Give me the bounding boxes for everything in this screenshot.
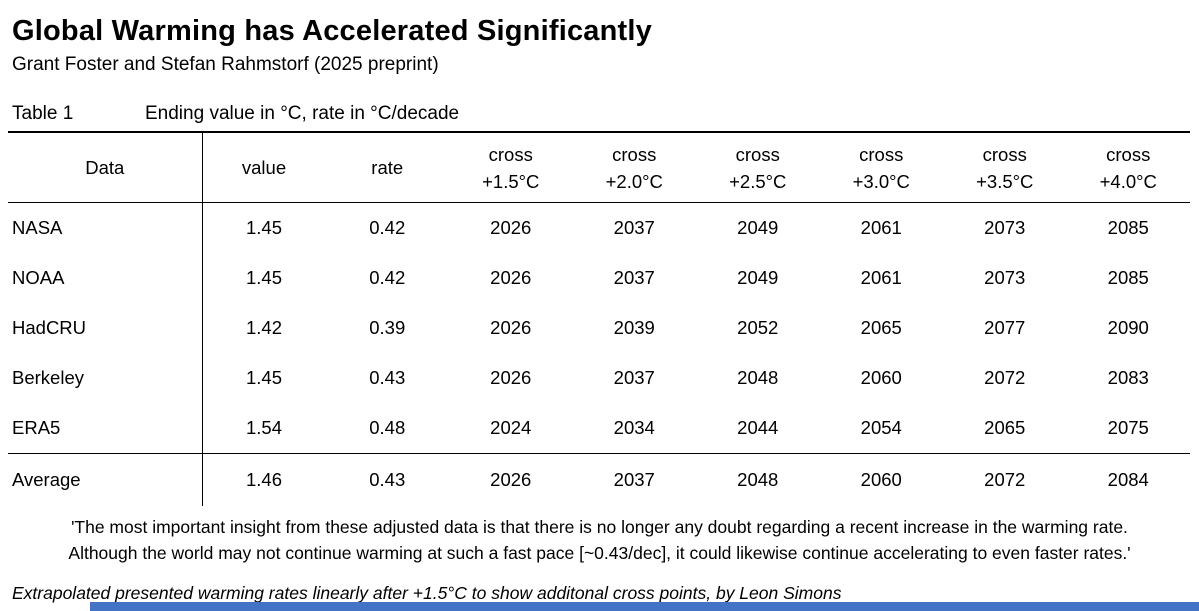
cell-cross: 2026 — [490, 267, 532, 288]
column-header-cross-2-5: cross +2.5°C — [696, 131, 820, 203]
cell-cross: 2052 — [737, 317, 779, 338]
cross-label: cross — [735, 143, 780, 165]
column-header-cross-2-0: cross +2.0°C — [572, 131, 696, 203]
cell-value: 1.45 — [245, 217, 282, 238]
cell-value: 1.42 — [245, 317, 282, 338]
cell-cross: 2075 — [1107, 417, 1149, 438]
cell-rate: 0.48 — [369, 417, 406, 438]
cross-label: cross — [1106, 143, 1151, 165]
cell-cross: 2039 — [613, 317, 655, 338]
column-header-cross-3-0: cross +3.0°C — [819, 131, 943, 203]
cell-cross: 2037 — [613, 217, 655, 238]
cell-cross: 2083 — [1107, 367, 1149, 388]
cell-cross: 2048 — [737, 367, 779, 388]
row-label: NASA — [8, 202, 203, 253]
column-header-rate: rate — [325, 131, 449, 203]
page-title: Global Warming has Accelerated Significa… — [12, 15, 652, 47]
cross-threshold: +1.5°C — [482, 170, 540, 192]
row-label: Berkeley — [8, 353, 203, 403]
cell-cross: 2026 — [449, 453, 573, 506]
cell-cross: 2065 — [984, 417, 1026, 438]
cell-cross: 2049 — [737, 267, 779, 288]
data-table: Data value rate cross +1.5°C cross +2.0°… — [8, 131, 1190, 506]
quote-line-1: 'The most important insight from these a… — [71, 517, 1128, 537]
cell-cross: 2037 — [572, 453, 696, 506]
cross-label: cross — [859, 143, 904, 165]
quote-line-2: Although the world may not continue warm… — [68, 542, 1131, 563]
cell-cross: 2049 — [737, 217, 779, 238]
cell-rate: 0.42 — [369, 267, 406, 288]
cell-cross: 2072 — [943, 453, 1067, 506]
cell-cross: 2077 — [984, 317, 1026, 338]
table-header: Data value rate cross +1.5°C cross +2.0°… — [8, 131, 1190, 203]
table-row: NASA 1.45 0.42 2026 2037 2049 2061 2073 … — [8, 202, 1190, 253]
cross-threshold: +4.0°C — [1099, 170, 1157, 192]
cell-rate: 0.39 — [369, 317, 406, 338]
bottom-accent-bar — [90, 602, 1199, 611]
cell-cross: 2026 — [490, 317, 532, 338]
cell-value: 1.54 — [245, 417, 282, 438]
cell-cross: 2054 — [860, 417, 902, 438]
cell-value: 1.46 — [202, 453, 326, 506]
cell-cross: 2090 — [1107, 317, 1149, 338]
cross-threshold: +3.5°C — [976, 170, 1034, 192]
cross-label: cross — [612, 143, 657, 165]
cell-cross: 2060 — [860, 367, 902, 388]
cell-cross: 2061 — [860, 217, 902, 238]
cell-cross: 2085 — [1107, 267, 1149, 288]
cell-cross: 2073 — [984, 267, 1026, 288]
cell-cross: 2085 — [1107, 217, 1149, 238]
cell-cross: 2037 — [613, 367, 655, 388]
cell-cross: 2072 — [984, 367, 1026, 388]
average-row: Average 1.46 0.43 2026 2037 2048 2060 20… — [8, 453, 1190, 506]
column-header-cross-3-5: cross +3.5°C — [943, 131, 1067, 203]
table-row: HadCRU 1.42 0.39 2026 2039 2052 2065 207… — [8, 303, 1190, 353]
cell-cross: 2061 — [860, 267, 902, 288]
column-header-cross-4-0: cross +4.0°C — [1066, 131, 1190, 203]
cell-value: 1.45 — [245, 267, 282, 288]
cell-cross: 2026 — [490, 217, 532, 238]
cross-threshold: +2.5°C — [729, 170, 787, 192]
table-caption: Ending value in °C, rate in °C/decade — [145, 103, 460, 124]
cell-cross: 2044 — [737, 417, 779, 438]
cell-cross: 2024 — [490, 417, 532, 438]
table-caption-row: Table 1 Ending value in °C, rate in °C/d… — [12, 103, 1199, 125]
cell-cross: 2084 — [1066, 453, 1190, 506]
cross-label: cross — [982, 143, 1027, 165]
row-label: NOAA — [8, 253, 203, 303]
cell-rate: 0.43 — [325, 453, 449, 506]
cell-cross: 2034 — [613, 417, 655, 438]
table-label: Table 1 — [12, 103, 74, 124]
column-header-cross-1-5: cross +1.5°C — [449, 131, 573, 203]
cell-cross: 2048 — [696, 453, 820, 506]
row-label: Average — [8, 453, 203, 506]
cross-threshold: +3.0°C — [852, 170, 910, 192]
row-label: ERA5 — [8, 403, 203, 454]
table-row: ERA5 1.54 0.48 2024 2034 2044 2054 2065 … — [8, 403, 1190, 454]
quote-block: 'The most important insight from these a… — [0, 515, 1199, 566]
cell-cross: 2060 — [819, 453, 943, 506]
column-header-data: Data — [8, 131, 203, 203]
table-row: NOAA 1.45 0.42 2026 2037 2049 2061 2073 … — [8, 253, 1190, 303]
cell-cross: 2065 — [860, 317, 902, 338]
cell-cross: 2037 — [613, 267, 655, 288]
row-label: HadCRU — [8, 303, 203, 353]
cell-value: 1.45 — [245, 367, 282, 388]
footnote: Extrapolated presented warming rates lin… — [12, 583, 842, 603]
table-row: Berkeley 1.45 0.43 2026 2037 2048 2060 2… — [8, 353, 1190, 403]
cell-cross: 2026 — [490, 367, 532, 388]
page-subtitle: Grant Foster and Stefan Rahmstorf (2025 … — [12, 54, 439, 75]
cell-rate: 0.42 — [369, 217, 406, 238]
cell-cross: 2073 — [984, 217, 1026, 238]
column-header-value: value — [202, 131, 326, 203]
cross-label: cross — [488, 143, 533, 165]
cell-rate: 0.43 — [369, 367, 406, 388]
cross-threshold: +2.0°C — [605, 170, 663, 192]
